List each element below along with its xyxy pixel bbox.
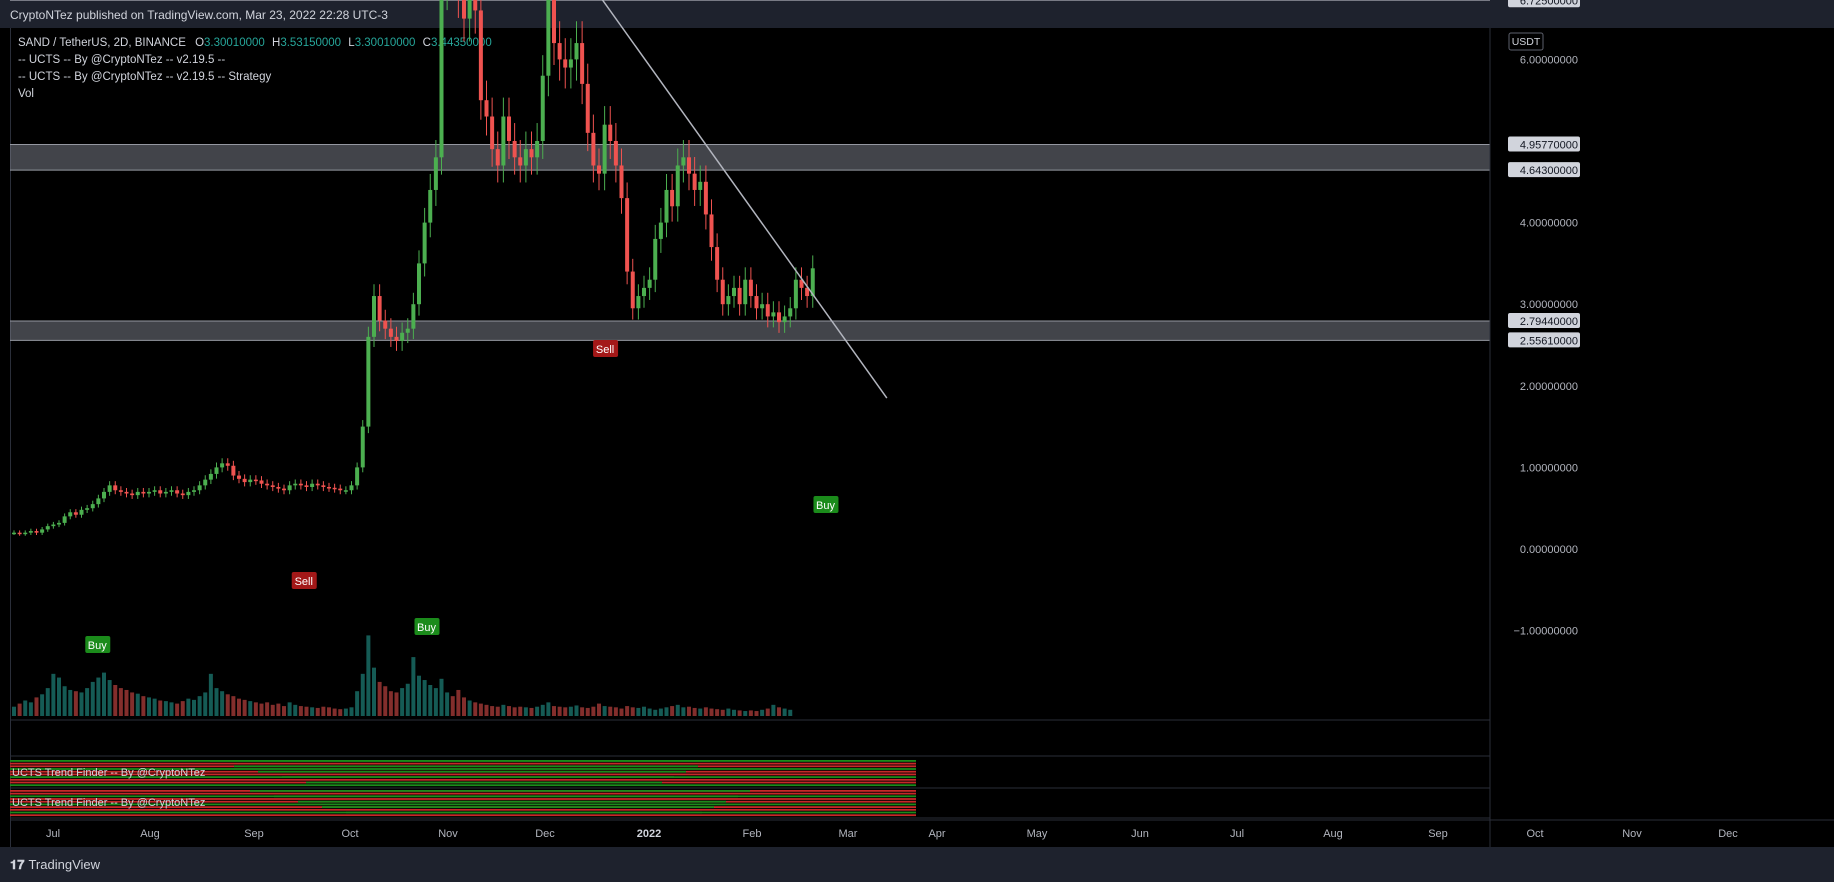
indicator-ucts-strategy[interactable]: -- UCTS -- By @CryptoNTez -- v2.19.5 -- … — [18, 71, 272, 83]
ohlc-values: O3.30010000 H3.53150000 L3.30010000 C3.4… — [195, 37, 492, 49]
publish-header: CryptoNTez published on TradingView.com,… — [0, 0, 1834, 28]
tradingview-logo[interactable]: 𝟏𝟕 TradingView — [10, 857, 100, 873]
indicator-ucts[interactable]: -- UCTS -- By @CryptoNTez -- v2.19.5 -- — [18, 54, 226, 66]
chart-legend: SAND / TetherUS, 2D, BINANCE O3.30010000… — [18, 35, 492, 103]
brand-label: TradingView — [28, 857, 101, 872]
footer-bar: 𝟏𝟕 TradingView — [0, 847, 1834, 882]
publisher-line: CryptoNTez published on TradingView.com,… — [10, 8, 388, 22]
tv-logo-icon: 𝟏𝟕 — [10, 857, 25, 872]
symbol-title[interactable]: SAND / TetherUS, 2D, BINANCE — [18, 37, 186, 49]
symbol-row: SAND / TetherUS, 2D, BINANCE O3.30010000… — [18, 35, 492, 52]
indicator-volume[interactable]: Vol — [18, 88, 34, 100]
chart-frame[interactable] — [10, 28, 1834, 847]
